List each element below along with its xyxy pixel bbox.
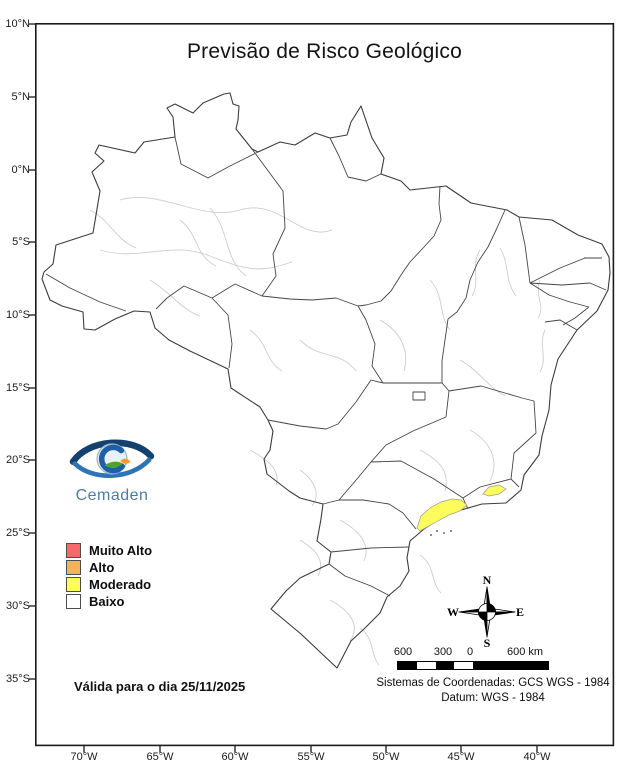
compass-west-label: W (447, 605, 459, 619)
lon-label-70w: 70°W (70, 751, 98, 763)
lon-label-40w: 40°W (523, 751, 551, 763)
legend-row-muito-alto: Muito Alto (66, 542, 152, 559)
cemaden-wordmark: Cemaden (75, 487, 149, 504)
coastal-island-dots (430, 530, 452, 536)
alto-label: Alto (89, 560, 115, 575)
coordinate-system-line2: Datum: WGS - 1984 (441, 691, 545, 704)
cemaden-eye-icon (69, 439, 155, 478)
lat-label-35s: 35°S (6, 673, 30, 685)
lat-label-5n: 5°N (11, 91, 30, 103)
map-frame (34, 22, 615, 747)
scale-label-600-km: 600 km (506, 646, 544, 658)
legend-row-baixo: Baixo (66, 593, 152, 610)
lon-label-55w: 55°W (297, 751, 325, 763)
alto-swatch (66, 560, 81, 575)
compass-rose: N S W E (447, 573, 524, 650)
scale-label-600-left: 600 (393, 646, 413, 658)
legend-row-moderado: Moderado (66, 576, 152, 593)
moderado-label: Moderado (89, 577, 152, 592)
latitude-ticks (28, 23, 35, 680)
brazil-outline (41, 92, 611, 669)
lat-label-10s: 10°S (6, 309, 30, 321)
lon-label-60w: 60°W (221, 751, 249, 763)
moderado-patch-rio-region (482, 484, 507, 497)
lat-label-0n: 0°N (11, 164, 30, 176)
scale-label-0: 0 (466, 646, 474, 658)
coordinate-system-note: Sistemas de Coordenadas: GCS WGS - 1984 … (372, 676, 614, 705)
lat-label-10n: 10°N (5, 18, 30, 30)
compass-east-label: E (516, 605, 524, 619)
compass-south-label: S (484, 636, 491, 650)
compass-north-label: N (483, 573, 492, 587)
longitude-ticks (83, 746, 538, 753)
scale-bar-graphic (397, 661, 549, 670)
muito-alto-label: Muito Alto (89, 543, 153, 558)
lat-label-5s: 5°S (12, 236, 30, 248)
lat-label-25s: 25°S (6, 527, 30, 539)
lon-label-45w: 45°W (447, 751, 475, 763)
baixo-swatch (66, 594, 81, 609)
lat-label-15s: 15°S (6, 382, 30, 394)
state-borders (45, 136, 607, 597)
risk-legend: Muito Alto Alto Moderado Baixo (66, 542, 152, 610)
scale-bar: 600 300 0 600 km (392, 646, 558, 674)
legend-row-alto: Alto (66, 559, 152, 576)
baixo-label: Baixo (89, 594, 125, 609)
validity-note: Válida para o dia 25/11/2025 (74, 679, 246, 694)
moderado-swatch (66, 577, 81, 592)
coordinate-system-line1: Sistemas de Coordenadas: GCS WGS - 1984 (376, 677, 610, 689)
lat-label-30s: 30°S (6, 600, 30, 612)
lon-label-65w: 65°W (146, 751, 174, 763)
page-title: Previsão de Risco Geológico (186, 40, 463, 63)
muito-alto-swatch (66, 543, 81, 558)
municipal-borders (89, 196, 546, 666)
cemaden-logo: Cemaden (62, 432, 162, 505)
scale-label-300: 300 (433, 646, 453, 658)
lon-label-50w: 50°W (372, 751, 400, 763)
lat-label-20s: 20°S (6, 454, 30, 466)
moderado-patch-sao-paulo-coast (416, 498, 468, 532)
